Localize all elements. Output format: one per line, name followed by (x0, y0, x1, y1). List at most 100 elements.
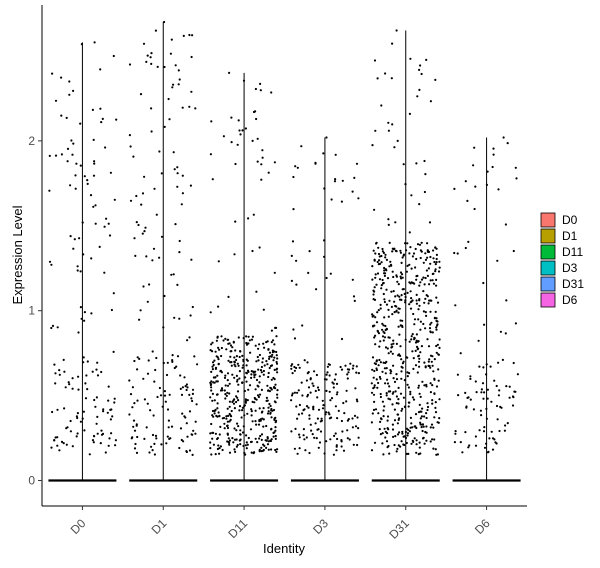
data-point (150, 445, 153, 448)
data-point (145, 426, 148, 429)
data-point (227, 342, 230, 345)
data-point (228, 412, 231, 416)
data-point (265, 424, 268, 428)
data-point (433, 377, 436, 380)
data-point (180, 438, 183, 442)
data-point (184, 416, 187, 419)
data-point (379, 395, 382, 399)
data-point (352, 295, 356, 298)
data-point (495, 404, 499, 408)
data-point (146, 300, 149, 303)
data-point (151, 449, 154, 452)
data-point (267, 440, 270, 443)
data-point (406, 291, 409, 294)
data-point (381, 400, 384, 403)
data-point (334, 405, 337, 408)
data-point (69, 430, 72, 433)
data-point (399, 249, 402, 252)
data-point (327, 363, 330, 366)
data-point (297, 413, 300, 416)
data-point (72, 142, 75, 145)
data-point (225, 348, 228, 351)
data-point (438, 398, 441, 401)
data-point (212, 376, 215, 379)
data-point (401, 319, 404, 322)
data-point (154, 368, 157, 372)
data-point (91, 370, 94, 373)
data-point (320, 419, 323, 422)
data-point (417, 384, 420, 387)
data-point (321, 407, 325, 410)
data-point (273, 161, 276, 164)
data-point (425, 425, 428, 428)
data-point (63, 370, 66, 373)
legend-swatch (540, 212, 556, 228)
data-point (258, 246, 261, 249)
data-point (374, 276, 377, 279)
data-point (230, 409, 233, 413)
data-point (428, 221, 432, 224)
data-point (426, 249, 429, 252)
data-point (434, 411, 438, 414)
data-point (382, 361, 385, 364)
data-point (317, 428, 320, 431)
data-point (80, 43, 83, 46)
data-point (417, 318, 420, 321)
data-point (349, 362, 352, 365)
data-point (216, 393, 219, 396)
data-point (387, 315, 390, 318)
data-point (212, 443, 215, 446)
data-point (236, 380, 239, 383)
data-point (220, 354, 223, 358)
data-point (411, 255, 414, 258)
data-point (173, 316, 176, 319)
data-point (380, 261, 383, 264)
data-point (483, 446, 487, 449)
data-point (408, 231, 411, 234)
data-point (402, 396, 405, 399)
data-point (316, 386, 320, 389)
data-point (308, 451, 311, 455)
data-point (438, 346, 441, 349)
data-point (189, 184, 192, 187)
y-tick-label: 0 (28, 474, 35, 488)
data-point (438, 338, 441, 341)
data-point (435, 319, 438, 322)
data-point (496, 259, 499, 262)
data-point (96, 415, 99, 418)
data-point (274, 429, 277, 432)
data-point (181, 192, 184, 195)
data-point (272, 359, 275, 362)
data-point (426, 274, 429, 277)
data-point (391, 270, 394, 273)
data-point (372, 249, 375, 252)
data-point (425, 314, 428, 317)
data-point (79, 420, 82, 423)
data-point (108, 234, 112, 237)
data-point (217, 444, 220, 447)
data-point (301, 324, 304, 327)
data-point (251, 400, 254, 403)
data-point (181, 386, 184, 389)
data-point (418, 365, 421, 368)
data-point (402, 163, 405, 166)
data-point (480, 388, 483, 391)
data-point (376, 386, 379, 389)
data-point (315, 373, 318, 377)
data-point (134, 254, 137, 257)
data-point (241, 354, 244, 357)
data-point (485, 417, 488, 420)
data-point (454, 432, 457, 435)
data-point (408, 252, 411, 255)
data-point (233, 427, 236, 430)
data-point (245, 434, 248, 437)
data-point (227, 414, 230, 417)
x-tick-label: D3 (310, 516, 331, 537)
data-point (309, 391, 312, 394)
data-point (266, 436, 269, 439)
data-point (167, 419, 170, 422)
data-point (314, 422, 317, 425)
data-point (220, 346, 223, 350)
data-point (393, 311, 396, 314)
